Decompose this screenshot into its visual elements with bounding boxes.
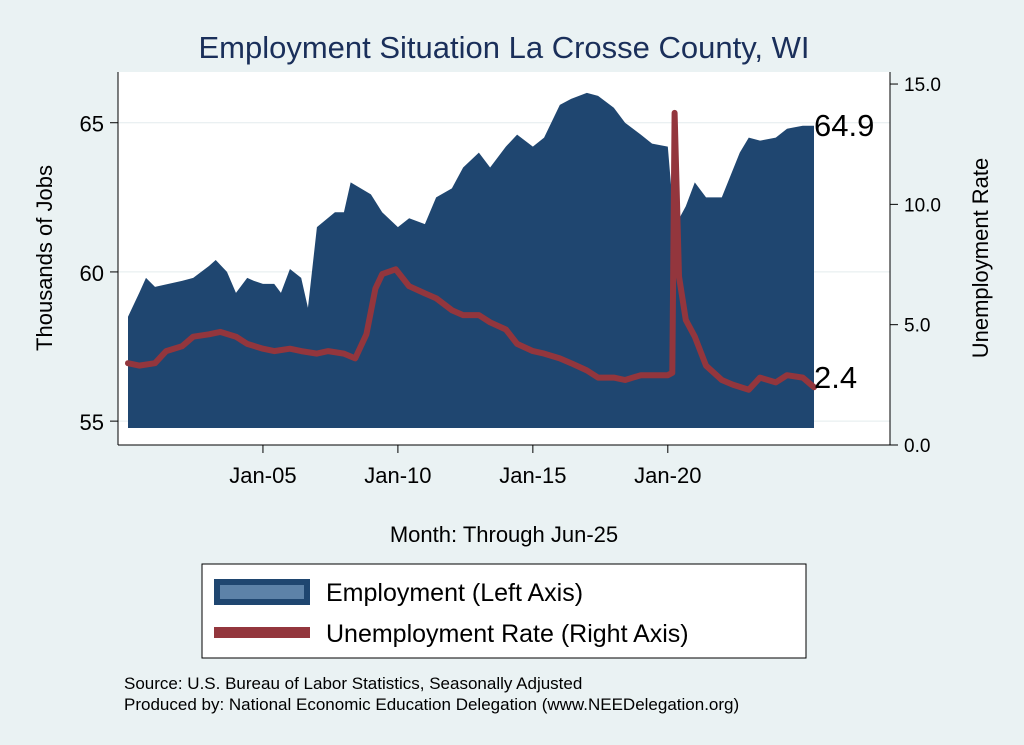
employment-series — [128, 92, 814, 428]
unemployment-end-label: 2.4 — [814, 360, 857, 395]
legend-unemployment-swatch — [214, 627, 310, 638]
legend-employment-swatch-inner — [220, 585, 304, 599]
x-tick-label: Jan-20 — [634, 463, 701, 488]
legend: Employment (Left Axis) Unemployment Rate… — [201, 563, 807, 659]
y-right-tick-label: 15.0 — [904, 75, 941, 96]
legend-unemployment-label: Unemployment Rate (Right Axis) — [326, 620, 689, 648]
plot-area: 55 60 65 0.0 5.0 10.0 15.0 Jan-05 Jan-10 Jan-15 Ja… — [80, 72, 941, 488]
y-axis-left-label: Thousands of Jobs — [32, 165, 57, 351]
y-left-tick-label: 60 — [80, 261, 104, 286]
y-right-tick-label: 5.0 — [904, 316, 930, 337]
employment-area — [128, 92, 814, 428]
ticks: 55 60 65 0.0 5.0 10.0 15.0 Jan-05 Jan-10 Jan-15 Ja… — [80, 75, 941, 488]
produced-by-note: Produced by: National Economic Education… — [124, 695, 739, 714]
chart-title: Employment Situation La Crosse County, W… — [198, 30, 809, 65]
unemployment-line — [125, 109, 817, 393]
source-note: Source: U.S. Bureau of Labor Statistics,… — [124, 674, 582, 693]
y-axis-right-label: Unemployment Rate — [968, 158, 993, 359]
y-right-tick-label: 10.0 — [904, 195, 941, 216]
x-tick-label: Jan-10 — [364, 463, 431, 488]
employment-end-label: 64.9 — [814, 108, 874, 143]
legend-employment-label: Employment (Left Axis) — [326, 579, 583, 607]
y-left-tick-label: 65 — [80, 112, 104, 137]
y-left-tick-label: 55 — [80, 410, 104, 435]
x-tick-label: Jan-05 — [229, 463, 296, 488]
x-axis-label: Month: Through Jun-25 — [390, 522, 618, 547]
x-tick-label: Jan-15 — [499, 463, 566, 488]
y-right-tick-label: 0.0 — [904, 436, 930, 457]
unemployment-series — [125, 109, 817, 393]
